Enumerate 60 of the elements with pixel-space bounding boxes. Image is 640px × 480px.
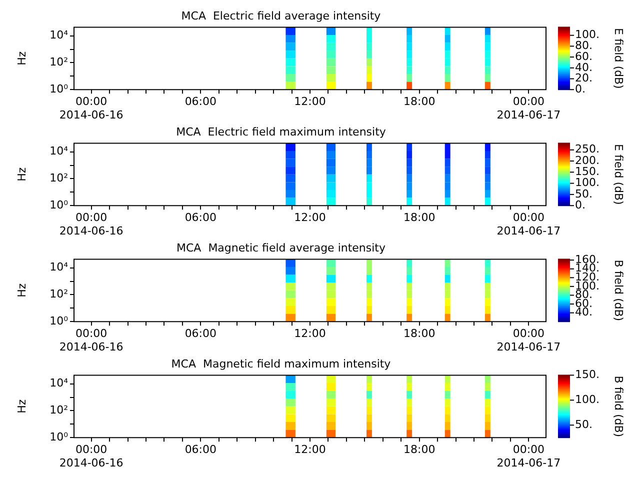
y-axis-title: Hz <box>15 283 28 298</box>
y-tick-label: 10⁴ <box>50 28 69 42</box>
y-tick-label: 10⁰ <box>50 82 69 96</box>
y-axis-title: Hz <box>15 51 28 66</box>
color-bar-label: 0. <box>575 82 586 96</box>
chart-title: MCA Magnetic field average intensity <box>176 241 386 254</box>
y-axis-title: Hz <box>15 399 28 414</box>
y-tick-label: 10⁰ <box>50 430 69 444</box>
x-tick-label: 18:00 <box>403 211 436 224</box>
x-tick-label: 00:00 2014-06-17 <box>496 211 561 238</box>
y-tick-label: 10² <box>50 172 68 185</box>
y-axis-title: Hz <box>15 167 28 182</box>
x-tick-label: 18:00 <box>403 95 436 108</box>
x-tick-label: 00:00 2014-06-17 <box>496 327 561 354</box>
chart-title: MCA Electric field average intensity <box>181 9 382 22</box>
x-tick-label: 06:00 <box>184 327 217 340</box>
chart-title: MCA Magnetic field maximum intensity <box>171 357 392 370</box>
color-bar-label: 100. <box>575 393 600 406</box>
color-bar-label: 20. <box>575 72 592 85</box>
y-tick-label: 10⁰ <box>50 314 69 328</box>
y-tick-label: 10⁴ <box>50 260 69 274</box>
color-bar-label: 100. <box>575 28 600 42</box>
x-tick-label: 06:00 <box>184 95 217 108</box>
y-tick-label: 10² <box>50 56 68 69</box>
color-bar-label: 80. <box>575 39 592 52</box>
x-tick-label: 12:00 <box>294 95 326 108</box>
color-bar-title: B field (dB) <box>612 260 626 322</box>
color-bar-label: 100. <box>575 176 600 190</box>
x-tick-label: 00:00 2014-06-17 <box>496 443 561 470</box>
x-tick-label: 00:00 2014-06-16 <box>59 327 124 354</box>
x-tick-label: 18:00 <box>403 443 436 456</box>
y-tick-label: 10² <box>50 404 68 417</box>
y-tick-label: 10⁴ <box>50 376 69 390</box>
color-bar-label: 250. <box>575 142 600 156</box>
x-tick-label: 12:00 <box>294 211 326 224</box>
color-bar-label: 40. <box>575 306 592 319</box>
color-bar-title: E field (dB) <box>612 28 626 89</box>
x-tick-label: 06:00 <box>184 211 217 224</box>
color-bar-label: 150. <box>575 165 600 178</box>
color-bar-label: 0. <box>575 198 586 212</box>
x-tick-label: 18:00 <box>403 327 436 340</box>
color-bar-label: 200. <box>575 154 600 167</box>
y-tick-label: 10⁰ <box>50 198 69 212</box>
x-tick-label: 00:00 2014-06-16 <box>59 211 124 238</box>
color-bar-label: 150. <box>575 368 600 382</box>
x-tick-label: 00:00 2014-06-17 <box>496 95 561 122</box>
x-tick-label: 06:00 <box>184 443 217 456</box>
y-tick-label: 10⁴ <box>50 144 69 158</box>
color-bar-label: 50. <box>575 418 592 431</box>
color-bar-label: 40. <box>575 60 592 74</box>
x-tick-label: 00:00 2014-06-16 <box>59 95 124 122</box>
x-tick-label: 12:00 <box>294 443 326 456</box>
color-bar-title: B field (dB) <box>612 376 626 438</box>
chart-title: MCA Electric field maximum intensity <box>176 125 386 138</box>
color-bar-label: 60. <box>575 50 592 63</box>
color-bar-label: 50. <box>575 187 592 200</box>
color-bar-title: E field (dB) <box>612 144 626 205</box>
x-tick-label: 00:00 2014-06-16 <box>59 443 124 470</box>
y-tick-label: 10² <box>50 288 68 301</box>
x-tick-label: 12:00 <box>294 327 326 340</box>
